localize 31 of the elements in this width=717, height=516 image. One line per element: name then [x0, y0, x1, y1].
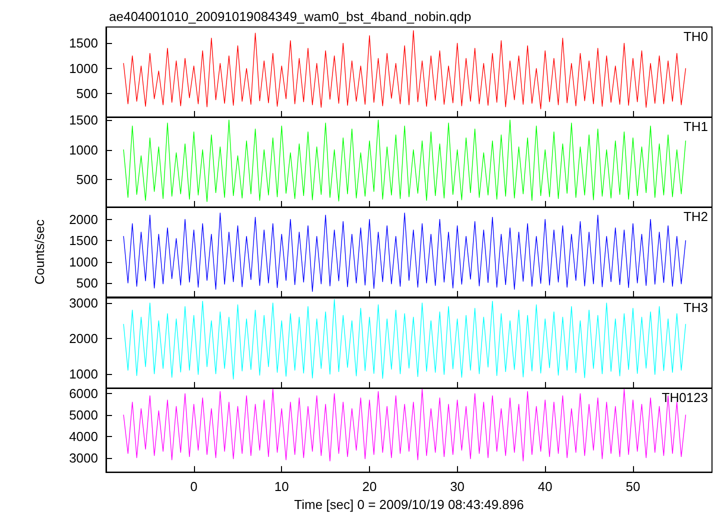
- y-tick-label: 1500: [69, 36, 98, 51]
- annotation: TH1: [683, 119, 708, 134]
- x-tick-label: 40: [538, 478, 552, 494]
- y-tick-label: 500: [76, 172, 98, 188]
- x-tick-label: 30: [450, 478, 465, 494]
- y-tick-label: 4000: [69, 428, 98, 444]
- y-tick-label: 2000: [69, 212, 98, 228]
- y-axis-title: Counts/sec: [32, 219, 47, 285]
- y-tick-label: 1000: [69, 142, 98, 158]
- annotation: TH3: [683, 300, 708, 315]
- x-axis-title: Time [sec] 0 = 2009/10/19 08:43:49.896: [294, 496, 524, 512]
- y-tick-label: 1000: [69, 60, 98, 76]
- annotation: TH0123: [662, 390, 708, 405]
- y-tick-label: 500: [76, 86, 98, 102]
- y-tick-label: 1500: [69, 233, 98, 248]
- y-tick-label: 2000: [69, 330, 98, 346]
- annotation: TH0: [683, 29, 708, 44]
- y-tick-label: 1500: [69, 112, 98, 128]
- y-tick-label: 3000: [69, 295, 98, 310]
- chart-title: ae404001010_20091019084349_wam0_bst_4band_nobin.qdp: [109, 9, 472, 24]
- y-tick-label: 3000: [69, 450, 98, 466]
- y-tick-label: 5000: [69, 407, 98, 422]
- y-tick-label: 6000: [69, 386, 98, 401]
- x-tick-label: 10: [274, 478, 289, 494]
- x-tick-label: 20: [362, 478, 377, 494]
- y-tick-label: 1000: [69, 254, 98, 270]
- x-tick-label: 50: [626, 478, 640, 494]
- y-tick-label: 500: [76, 276, 98, 291]
- annotation: TH2: [683, 209, 708, 224]
- y-tick-label: 1000: [69, 366, 98, 381]
- x-tick-label: 0: [190, 478, 198, 494]
